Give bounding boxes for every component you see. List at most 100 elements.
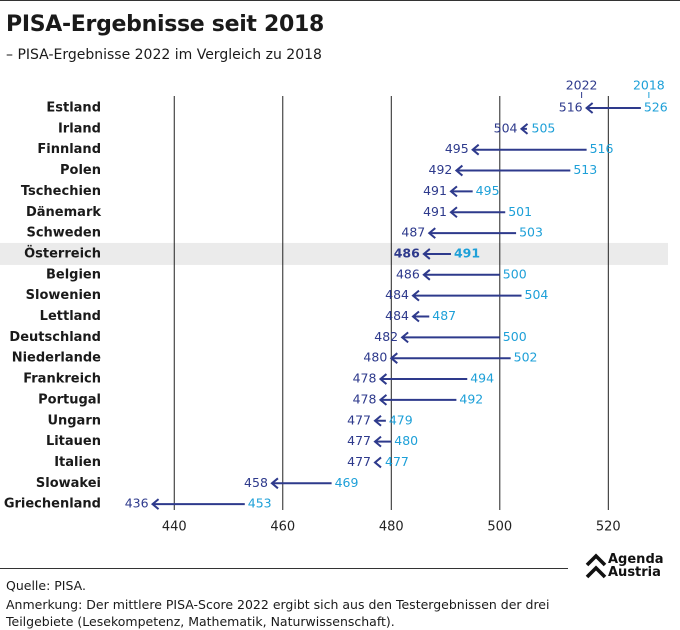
value-2022-estland: 516 <box>559 100 583 115</box>
country-label-italien: Italien <box>54 455 101 470</box>
country-label-deutschland: Deutschland <box>9 330 101 345</box>
annotation-line-2: Teilgebiete (Lesekompetenz, Mathematik, … <box>6 614 395 629</box>
value-2018-italien: 477 <box>385 454 409 469</box>
value-2022-tschechien: 491 <box>423 183 447 198</box>
value-2018-ungarn: 479 <box>389 412 413 427</box>
arrow-head--sterreich <box>422 248 431 260</box>
highlight-band <box>0 242 668 265</box>
x-tick-label-460: 460 <box>270 520 295 535</box>
value-2018-portugal: 492 <box>459 391 483 406</box>
country-label-belgien: Belgien <box>46 267 101 282</box>
logo-text: Agenda Austria <box>608 553 664 579</box>
x-tick-label-500: 500 <box>487 520 512 535</box>
country-label--sterreich: Österreich <box>24 245 101 261</box>
value-2022-frankreich: 478 <box>353 371 377 386</box>
value-2018-d-nemark: 501 <box>508 204 532 219</box>
value-2022-schweden: 487 <box>401 225 425 240</box>
arrow-head-italien <box>373 456 382 469</box>
x-tick-label-440: 440 <box>162 520 187 535</box>
country-label-d-nemark: Dänemark <box>26 205 101 220</box>
arrow-head-belgien <box>422 269 431 281</box>
country-label-slowenien: Slowenien <box>26 288 101 303</box>
value-2022-slowakei: 458 <box>244 475 268 490</box>
logo-line2: Austria <box>608 565 661 580</box>
value-2018-belgien: 500 <box>503 266 527 281</box>
value-2018-lettland: 487 <box>432 308 456 323</box>
country-label-portugal: Portugal <box>38 392 101 407</box>
value-2022-d-nemark: 491 <box>423 204 447 219</box>
value-2018-irland: 505 <box>532 120 556 135</box>
arrow-head-irland <box>519 123 529 135</box>
value-2022--sterreich: 486 <box>394 245 420 260</box>
value-2022-slowenien: 484 <box>385 287 409 302</box>
agenda-austria-logo-icon <box>585 553 607 579</box>
value-2022-deutschland: 482 <box>374 329 398 344</box>
value-2018-niederlande: 502 <box>514 350 538 365</box>
country-label-finnland: Finnland <box>37 142 101 157</box>
legend-2018: 2018 <box>633 78 665 93</box>
arrow-head-lettland <box>411 310 420 323</box>
arrow-head-estland <box>585 102 594 114</box>
country-label-niederlande: Niederlande <box>12 351 101 366</box>
value-2022-ungarn: 477 <box>347 412 371 427</box>
value-2018-slowakei: 469 <box>335 475 359 490</box>
arrow-head-griechenland <box>150 498 160 510</box>
logo-line1: Agenda <box>608 552 664 567</box>
value-2018-estland: 526 <box>644 100 668 115</box>
value-2018-frankreich: 494 <box>470 371 494 386</box>
value-2022-irland: 504 <box>494 120 518 135</box>
arrow-head-portugal <box>378 394 388 406</box>
value-2018-schweden: 503 <box>519 225 543 240</box>
chart-title: PISA-Ergebnisse seit 2018 <box>6 12 325 37</box>
value-2018-finnland: 516 <box>590 141 614 156</box>
country-label-litauen: Litauen <box>46 434 101 449</box>
value-2022-litauen: 477 <box>347 433 371 448</box>
top-divider <box>0 0 680 1</box>
value-2018-griechenland: 453 <box>248 496 272 511</box>
arrow-head-tschechien <box>449 185 458 198</box>
pisa-chart: 440 460 480 500 520 2022 2018 Estland 516 526 Irla… <box>0 78 668 535</box>
arrow-head-niederlande <box>389 352 398 364</box>
value-2022-lettland: 484 <box>385 308 409 323</box>
country-label-schweden: Schweden <box>26 226 101 241</box>
value-2018-deutschland: 500 <box>503 329 527 344</box>
value-2022-portugal: 478 <box>353 391 377 406</box>
legend-2022: 2022 <box>566 78 598 93</box>
arrow-head-slowenien <box>411 289 420 302</box>
value-2022-italien: 477 <box>347 454 371 469</box>
country-label-frankreich: Frankreich <box>23 372 101 387</box>
chart-subtitle: – PISA-Ergebnisse 2022 im Vergleich zu 2… <box>6 47 322 63</box>
country-label-ungarn: Ungarn <box>47 413 101 428</box>
value-2022-finnland: 495 <box>445 141 469 156</box>
arrow-head-litauen <box>373 435 382 448</box>
arrow-head-polen <box>454 164 464 177</box>
country-label-polen: Polen <box>60 163 101 178</box>
value-2018--sterreich: 491 <box>454 245 480 260</box>
country-label-griechenland: Griechenland <box>4 497 101 512</box>
footer-divider <box>0 568 568 569</box>
value-2018-slowenien: 504 <box>525 287 549 302</box>
x-tick-label-520: 520 <box>596 520 621 535</box>
arrow-head-finnland <box>471 143 480 156</box>
country-label-lettland: Lettland <box>40 309 101 324</box>
value-2018-litauen: 480 <box>394 433 418 448</box>
value-2018-polen: 513 <box>573 162 597 177</box>
x-tick-label-480: 480 <box>379 520 404 535</box>
value-2022-belgien: 486 <box>396 266 420 281</box>
arrow-head-d-nemark <box>449 206 458 219</box>
source-note: Quelle: PISA. <box>6 578 86 593</box>
annotation-line-1: Anmerkung: Der mittlere PISA-Score 2022 … <box>6 597 550 612</box>
country-label-irland: Irland <box>58 121 101 136</box>
arrow-head-schweden <box>427 227 436 239</box>
value-2018-tschechien: 495 <box>476 183 500 198</box>
arrow-head-deutschland <box>400 331 409 344</box>
value-2022-griechenland: 436 <box>125 496 149 511</box>
country-label-tschechien: Tschechien <box>21 184 101 199</box>
arrow-head-slowakei <box>270 477 279 490</box>
country-label-slowakei: Slowakei <box>36 476 101 491</box>
arrow-head-frankreich <box>378 373 388 385</box>
arrow-head-ungarn <box>373 414 382 427</box>
value-2022-niederlande: 480 <box>363 350 387 365</box>
value-2022-polen: 492 <box>429 162 453 177</box>
country-label-estland: Estland <box>46 101 101 116</box>
